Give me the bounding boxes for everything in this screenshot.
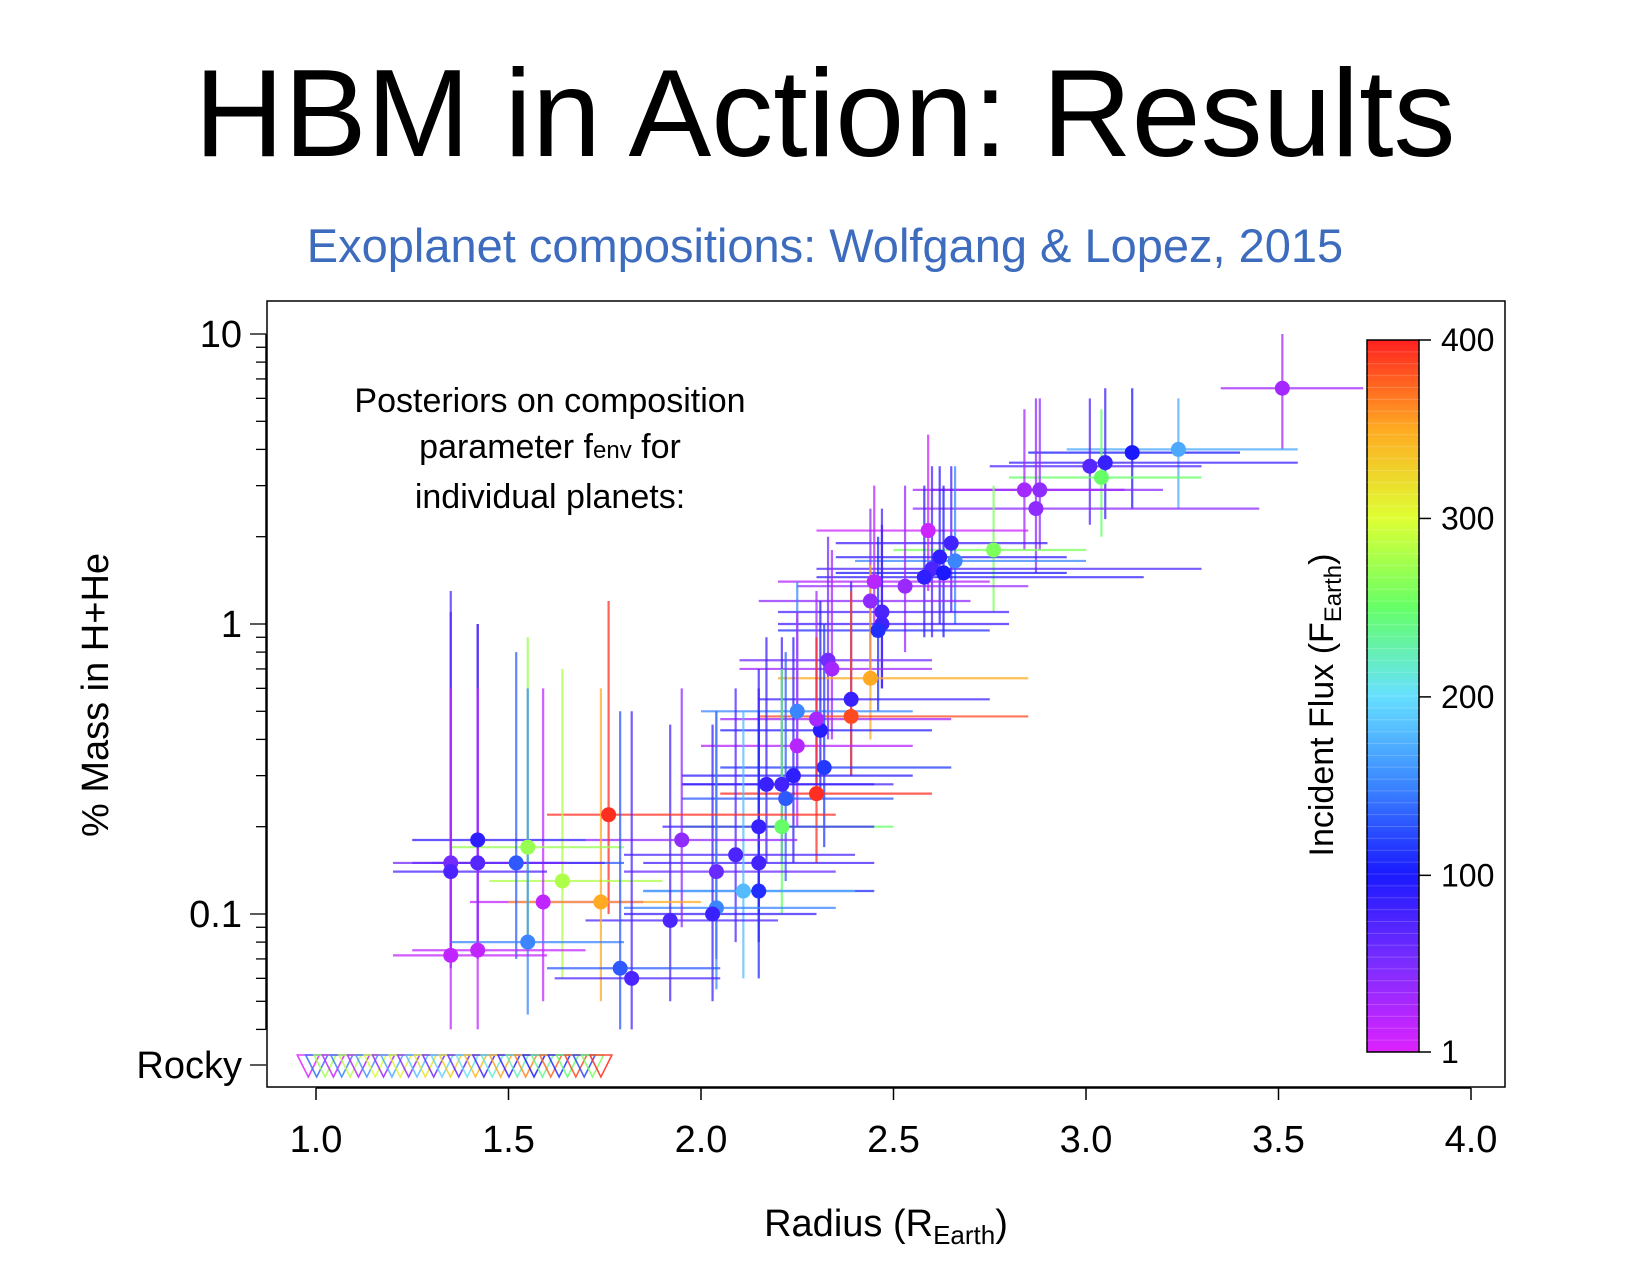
colorbar-label: Incident Flux (FEarth) — [1303, 553, 1347, 856]
data-point-20 — [874, 604, 890, 620]
data-point-11 — [920, 523, 936, 539]
data-point-48 — [674, 832, 690, 848]
data-point-15 — [936, 565, 952, 581]
data-point-3 — [1097, 455, 1113, 471]
data-point-22 — [870, 622, 886, 638]
data-point-56 — [470, 855, 486, 871]
data-point-6 — [1032, 482, 1048, 498]
data-point-44 — [735, 883, 751, 899]
data-points-group — [443, 380, 1290, 986]
data-point-53 — [520, 839, 536, 855]
data-point-58 — [443, 864, 459, 880]
slide-subtitle: Exoplanet compositions: Wolfgang & Lopez… — [306, 219, 1344, 272]
data-point-24 — [824, 661, 840, 677]
data-point-60 — [470, 942, 486, 958]
y-tick-label-0: 10 — [200, 314, 242, 356]
data-point-10 — [943, 535, 959, 551]
colorbar-gradient — [1366, 339, 1420, 1053]
data-point-41 — [728, 847, 744, 863]
data-point-26 — [843, 691, 859, 707]
x-tick-label-6: 4.0 — [1445, 1119, 1498, 1161]
x-tick-label-4: 3.0 — [1060, 1119, 1113, 1161]
data-point-50 — [554, 873, 570, 889]
x-tick-label-5: 3.5 — [1252, 1119, 1305, 1161]
data-point-31 — [789, 738, 805, 754]
data-point-29 — [809, 711, 824, 727]
data-point-47 — [662, 912, 678, 928]
data-point-5 — [1093, 470, 1109, 486]
data-point-54 — [508, 855, 524, 871]
data-point-25 — [862, 670, 878, 686]
data-point-13 — [947, 553, 963, 569]
data-point-40 — [751, 855, 767, 871]
data-point-62 — [612, 960, 628, 976]
data-point-63 — [624, 970, 640, 986]
colorbar-tick-label-3: 100 — [1441, 857, 1494, 893]
colorbar-tick-label-4: 1 — [1441, 1034, 1459, 1070]
data-point-19 — [862, 593, 878, 609]
rocky-marker-35 — [588, 1054, 614, 1079]
annotation-line-3: individual planets: — [414, 478, 686, 516]
annotation-text: Posteriors on composition parameter fenv… — [300, 378, 800, 520]
data-point-43 — [751, 883, 767, 899]
x-tick-label-0: 1.0 — [290, 1119, 343, 1161]
data-point-34 — [785, 768, 801, 784]
data-point-38 — [774, 819, 790, 835]
colorbar-tick-label-2: 200 — [1441, 679, 1494, 715]
x-axis: 1.0 1.5 2.0 2.5 3.0 3.5 4.0 — [290, 1087, 1498, 1161]
data-point-9 — [986, 542, 1002, 558]
plot-frame — [266, 300, 1506, 1088]
data-point-1 — [1170, 441, 1186, 457]
data-point-42 — [708, 864, 724, 880]
x-tick-label-1: 1.5 — [482, 1119, 535, 1161]
data-point-0 — [1274, 380, 1290, 396]
colorbar: 400 300 200 100 1 — [1366, 322, 1494, 1070]
data-point-59 — [520, 934, 536, 950]
data-point-35 — [774, 776, 790, 792]
data-point-30 — [789, 703, 805, 719]
data-point-7 — [1016, 482, 1032, 498]
x-tick-label-2: 2.0 — [675, 1119, 728, 1161]
x-axis-label: Radius (REarth) — [764, 1203, 1008, 1250]
y-tick-label-2: 0.1 — [189, 894, 242, 936]
data-point-39 — [751, 819, 767, 835]
data-point-51 — [535, 894, 551, 910]
annotation-line-2: parameter fenv for — [419, 428, 681, 466]
rocky-markers-group — [296, 1054, 614, 1079]
data-point-27 — [843, 708, 859, 724]
y-axis-label: % Mass in H+He — [75, 553, 117, 837]
data-point-4 — [1082, 458, 1098, 474]
data-point-49 — [601, 807, 617, 823]
colorbar-tick-label-1: 300 — [1441, 500, 1494, 536]
colorbar-tick-label-0: 400 — [1441, 322, 1494, 358]
data-point-16 — [916, 569, 932, 585]
data-point-37 — [778, 791, 794, 807]
data-point-52 — [593, 894, 609, 910]
annotation-line-1: Posteriors on composition — [354, 382, 746, 420]
y-rocky-label: Rocky — [136, 1045, 242, 1087]
data-point-61 — [443, 947, 459, 963]
data-point-46 — [705, 906, 721, 922]
data-point-36 — [758, 776, 774, 792]
data-point-17 — [897, 578, 913, 594]
x-tick-label-3: 2.5 — [867, 1119, 920, 1161]
data-point-18 — [866, 574, 882, 590]
data-point-32 — [816, 760, 832, 776]
data-point-33 — [809, 786, 824, 802]
y-tick-label-1: 1 — [221, 604, 242, 646]
slide-title: HBM in Action: Results — [194, 45, 1456, 183]
data-point-12 — [932, 549, 948, 565]
data-point-55 — [470, 832, 486, 848]
data-point-2 — [1124, 445, 1140, 461]
y-axis: 10 1 0.1 Rocky — [136, 314, 267, 1087]
data-point-8 — [1028, 501, 1044, 517]
